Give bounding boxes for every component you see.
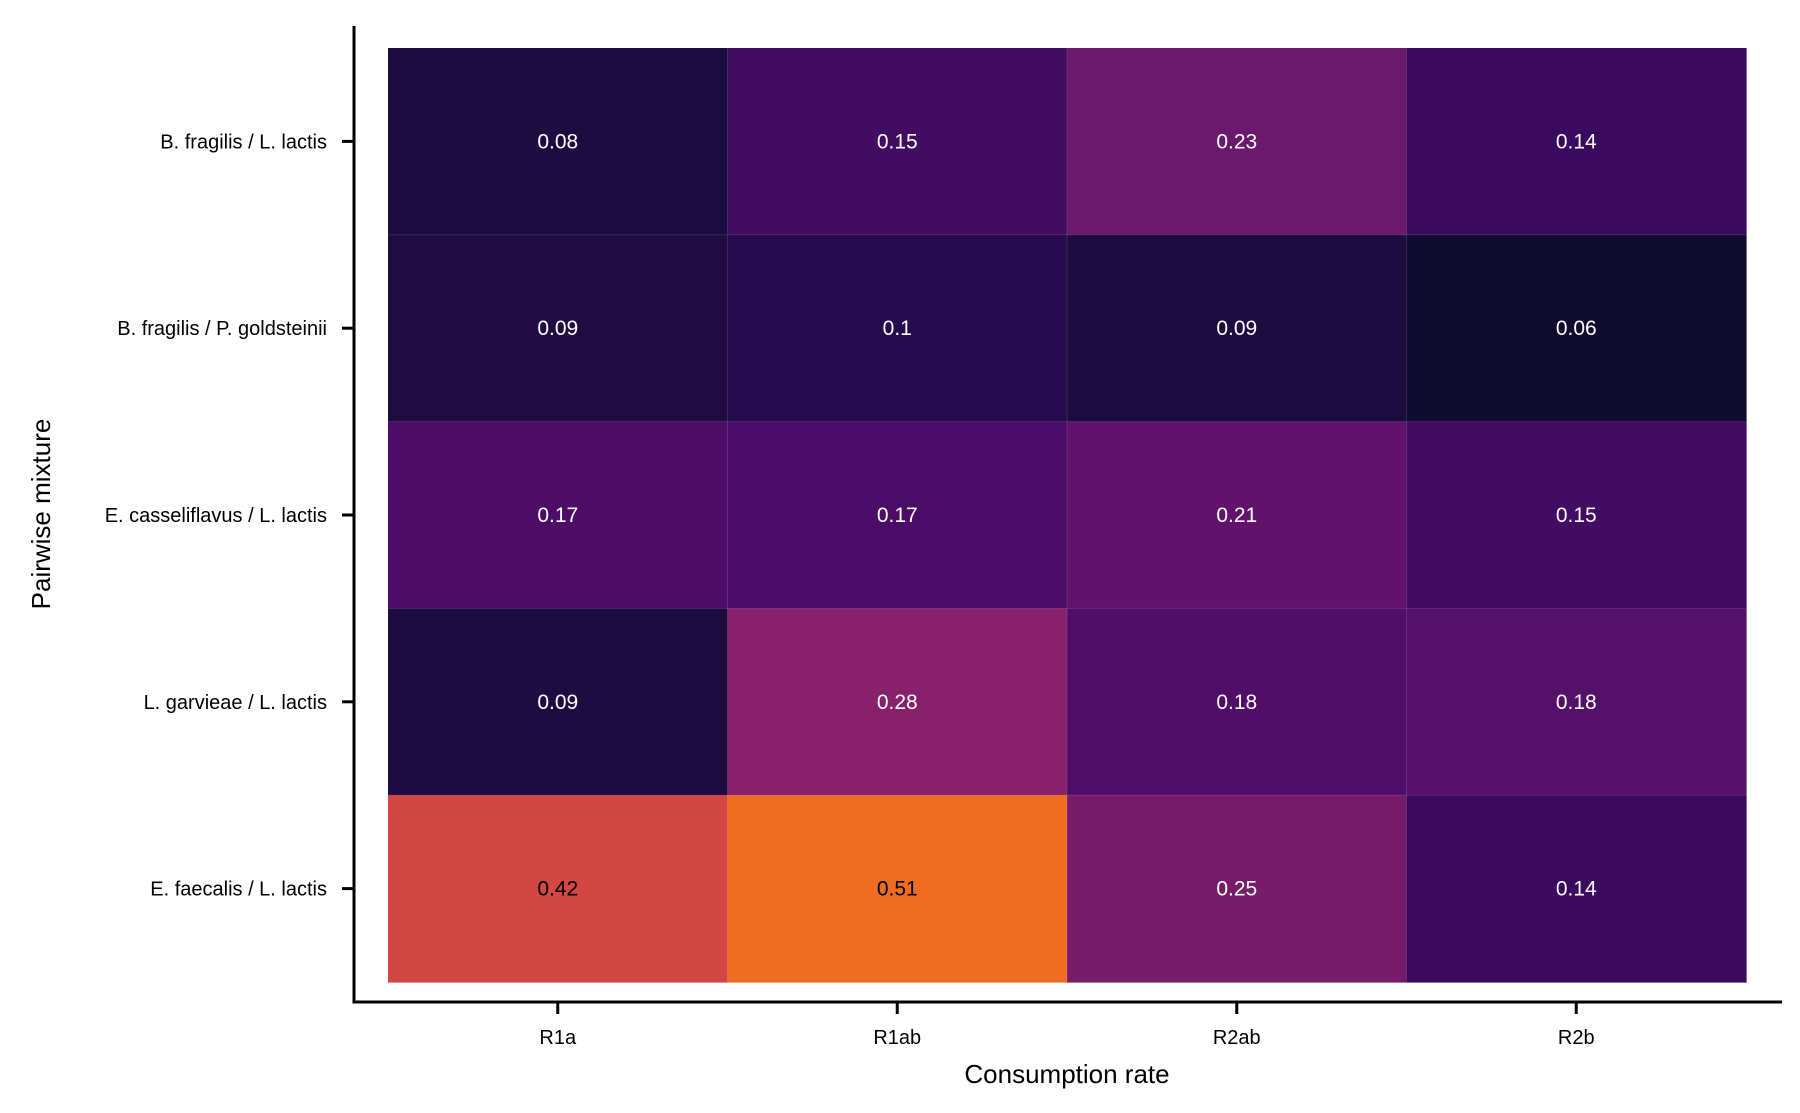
cell-value-label-r2-c2: 0.21 bbox=[1216, 504, 1257, 527]
cell-value-label-r2-c1: 0.17 bbox=[877, 504, 918, 527]
heatmap-cell-r4-c0 bbox=[388, 795, 729, 983]
cell-value-label-r3-c3: 0.18 bbox=[1556, 691, 1597, 714]
cell-value-label-r0-c2: 0.23 bbox=[1216, 130, 1257, 153]
y-tick-label-e-casseliflavus-l-lactis: E. casseliflavus / L. lactis bbox=[105, 505, 327, 527]
heatmap-cell-r3-c1 bbox=[727, 608, 1068, 796]
cell-value-label-r3-c1: 0.28 bbox=[877, 691, 918, 714]
heatmap-cell-r1-c1 bbox=[727, 234, 1068, 423]
cell-value-label-r2-c3: 0.15 bbox=[1556, 504, 1597, 527]
cell-value-label-r0-c3: 0.14 bbox=[1556, 130, 1597, 153]
cell-value-label-r4-c0: 0.42 bbox=[537, 878, 578, 901]
x-tick-label-r1a: R1a bbox=[539, 1027, 577, 1049]
cell-value-label-r3-c2: 0.18 bbox=[1216, 691, 1257, 714]
cell-value-label-r2-c0: 0.17 bbox=[537, 504, 578, 527]
heatmap-cell-r4-c1 bbox=[727, 795, 1068, 983]
x-ticks: R1a R1ab R2ab R2b bbox=[539, 1002, 1595, 1049]
cell-value-label-r1-c0: 0.09 bbox=[537, 317, 578, 340]
x-axis-title: Consumption rate bbox=[964, 1059, 1169, 1089]
y-axis-title: Pairwise mixture bbox=[26, 419, 56, 610]
cell-value-label-r1-c1: 0.1 bbox=[883, 317, 912, 340]
y-tick-label-b-fragilis-l-lactis: B. fragilis / L. lactis bbox=[160, 131, 327, 153]
cell-value-label-r1-c3: 0.06 bbox=[1556, 317, 1597, 340]
heatmap-cell-r3-c0 bbox=[388, 608, 729, 796]
heatmap-cell-r2-c3 bbox=[1406, 421, 1747, 609]
cell-value-label-r4-c3: 0.14 bbox=[1556, 878, 1597, 901]
y-tick-label-e-faecalis-l-lactis: E. faecalis / L. lactis bbox=[150, 879, 327, 901]
heatmap-cell-labels: 0.08 0.15 0.23 0.14 0.09 0.1 0.09 0.06 0.17 0.17 0… bbox=[537, 130, 1597, 900]
heatmap-cells bbox=[388, 48, 1747, 983]
cell-value-label-r0-c1: 0.15 bbox=[877, 130, 918, 153]
heatmap-cell-r0-c1 bbox=[727, 48, 1068, 236]
y-ticks: B. fragilis / L. lactis B. fragilis / P. … bbox=[105, 131, 354, 901]
heatmap-cell-r3-c2 bbox=[1067, 608, 1408, 796]
cell-value-label-r1-c2: 0.09 bbox=[1216, 317, 1257, 340]
heatmap-cell-r0-c0 bbox=[388, 48, 729, 236]
heatmap-cell-r2-c0 bbox=[388, 421, 729, 609]
x-tick-label-r2ab: R2ab bbox=[1213, 1027, 1261, 1049]
heatmap-cell-r4-c2 bbox=[1067, 795, 1408, 983]
heatmap-cell-r2-c2 bbox=[1067, 421, 1408, 609]
y-tick-label-b-fragilis-p-goldsteinii: B. fragilis / P. goldsteinii bbox=[117, 318, 327, 340]
cell-value-label-r0-c0: 0.08 bbox=[537, 130, 578, 153]
cell-value-label-r3-c0: 0.09 bbox=[537, 691, 578, 714]
heatmap-cell-r0-c3 bbox=[1406, 48, 1747, 236]
heatmap-cell-r3-c3 bbox=[1406, 608, 1747, 796]
heatmap-cell-r1-c0 bbox=[388, 234, 729, 423]
heatmap-cell-r2-c1 bbox=[727, 421, 1068, 609]
x-tick-label-r2b: R2b bbox=[1558, 1027, 1595, 1049]
heatmap-cell-r4-c3 bbox=[1406, 795, 1747, 983]
heatmap-cell-r1-c3 bbox=[1406, 234, 1747, 423]
heatmap-cell-r0-c2 bbox=[1067, 48, 1408, 236]
heatmap-cell-r1-c2 bbox=[1067, 234, 1408, 423]
cell-value-label-r4-c1: 0.51 bbox=[877, 878, 918, 901]
cell-value-label-r4-c2: 0.25 bbox=[1216, 878, 1257, 901]
y-tick-label-l-garvieae-l-lactis: L. garvieae / L. lactis bbox=[144, 692, 327, 714]
x-tick-label-r1ab: R1ab bbox=[873, 1027, 921, 1049]
